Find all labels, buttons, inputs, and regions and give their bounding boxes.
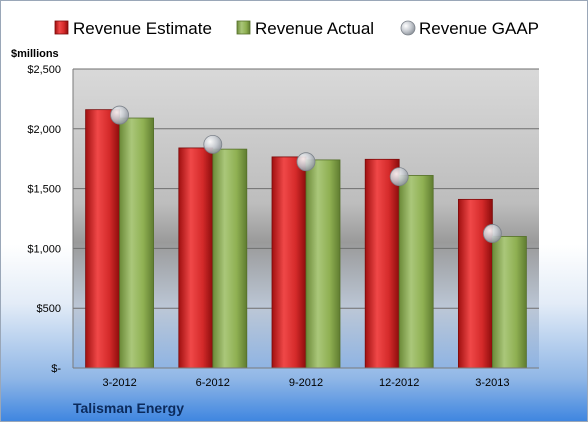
x-tick-label: 3-2012 [102,377,136,389]
x-tick-label: 6-2012 [196,377,230,389]
legend-label: Revenue Estimate [73,19,212,38]
bar-revenue-actual [398,175,434,369]
bar-revenue-estimate [85,109,120,369]
point-revenue-gaap [110,105,129,125]
y-tick-label: $1,500 [27,184,61,196]
point-revenue-gaap [203,134,223,154]
legend: Revenue Estimate Revenue Actual Revenue GA… [54,19,539,38]
y-tick-label: $2,500 [27,64,61,76]
company-name: Talisman Energy [73,400,184,416]
bar-revenue-actual [212,148,248,369]
bar-revenue-actual [305,159,341,369]
point-revenue-gaap [389,167,409,187]
point-revenue-gaap [296,152,316,172]
y-tick-label: $1,000 [27,243,61,255]
x-tick-label: 3-2013 [475,377,509,389]
bar-revenue-estimate [457,198,493,369]
legend-swatch-revenue-actual [236,20,251,35]
legend-label: Revenue Actual [255,19,374,38]
x-tick-label: 12-2012 [379,377,419,389]
bar-revenue-actual [119,117,154,369]
y-tick-label: $500 [37,303,61,315]
y-axis-unit-label: $millions [11,48,59,60]
bar-revenue-actual [491,236,527,369]
y-tick-label: $- [51,363,61,375]
bar-revenue-estimate [364,158,400,369]
y-tick-label: $2,000 [27,124,61,136]
legend-swatch-revenue-gaap [400,20,416,36]
legend-swatch-revenue-estimate [54,20,69,35]
x-tick-label: 9-2012 [289,377,323,389]
point-revenue-gaap [482,224,502,243]
legend-label: Revenue GAAP [419,19,539,38]
bar-revenue-estimate [178,147,214,369]
bar-revenue-estimate [271,156,307,369]
